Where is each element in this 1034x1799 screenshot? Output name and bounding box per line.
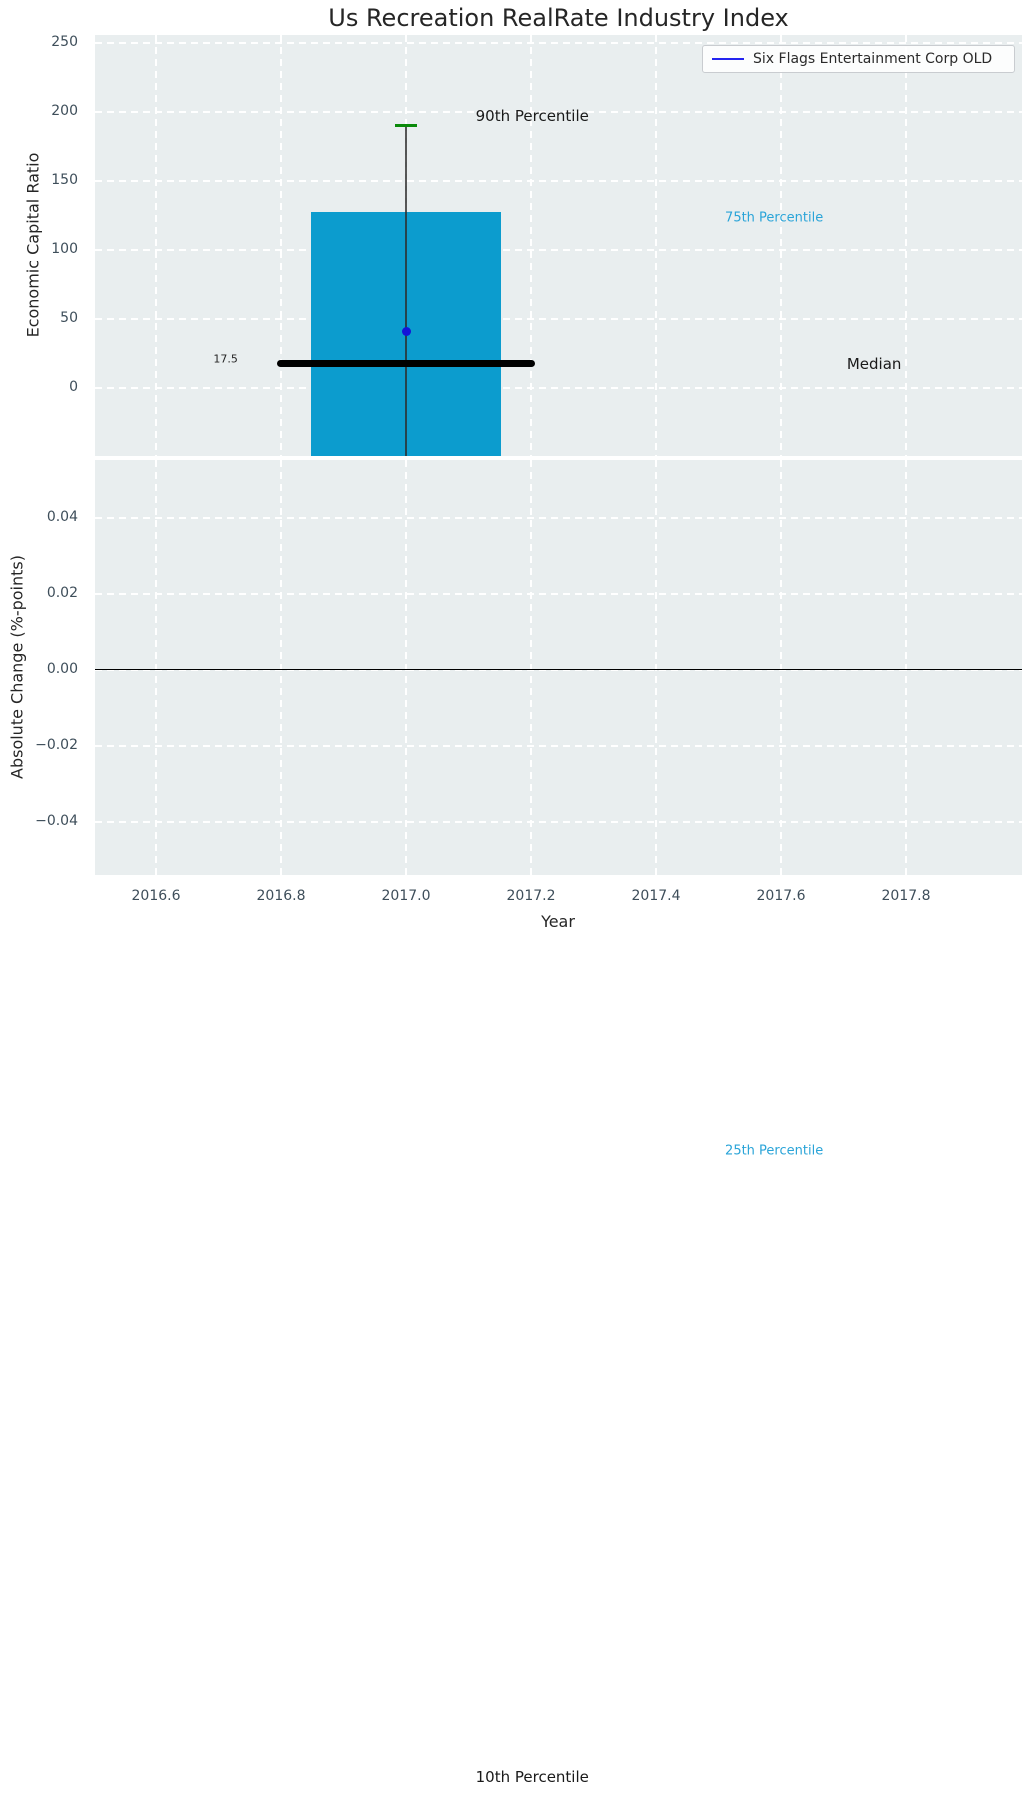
gridline-v [655, 460, 657, 875]
zero-line [95, 668, 1022, 671]
annotation-10th-percentile: 10th Percentile [475, 1767, 589, 1786]
top-axes [95, 35, 1022, 456]
annotation-75th-percentile: 75th Percentile [725, 210, 824, 226]
gridline-h [95, 592, 1022, 595]
gridline-h [95, 179, 1022, 182]
y-tick-label: 100 [51, 240, 78, 257]
gridline-v [280, 35, 282, 456]
y-tick-label: 50 [60, 309, 78, 326]
gridline-v [530, 35, 532, 456]
chart-title: Us Recreation RealRate Industry Index [328, 4, 789, 32]
gridline-v [655, 35, 657, 456]
gridline-v [155, 35, 157, 456]
whisker-cap-90th-icon [395, 123, 417, 127]
gridline-v [905, 35, 907, 456]
gridline-v [530, 460, 532, 875]
whisker-line [405, 125, 407, 456]
x-tick-label: 2017.0 [381, 888, 431, 904]
y-tick-label: 0 [69, 378, 78, 395]
x-tick-label: 2017.8 [881, 888, 931, 904]
bottom-y-axis-label: Absolute Change (%-points) [7, 555, 27, 779]
y-tick-label: 250 [51, 33, 78, 50]
y-tick-label: −0.04 [35, 812, 78, 829]
y-tick-label: 0.04 [46, 508, 78, 525]
legend-label: Six Flags Entertainment Corp OLD [753, 51, 993, 67]
gridline-v [405, 460, 407, 875]
legend-line-sample [712, 58, 744, 60]
gridline-h [95, 386, 1022, 389]
x-tick-label: 2016.6 [131, 888, 181, 904]
y-tick-label: 0.02 [46, 584, 78, 601]
gridline-h [95, 820, 1022, 823]
x-tick-label: 2017.2 [506, 888, 556, 904]
y-tick-label: 150 [51, 171, 78, 188]
gridline-v [780, 35, 782, 456]
annotation-90th-percentile: 90th Percentile [475, 106, 589, 125]
median-line [276, 359, 536, 367]
y-tick-label: −0.02 [35, 736, 78, 753]
x-tick-label: 2017.4 [631, 888, 681, 904]
top-y-axis-label: Economic Capital Ratio [23, 152, 43, 338]
gridline-h [95, 41, 1022, 44]
x-axis-label: Year [541, 912, 575, 931]
company-marker-dot [401, 326, 411, 336]
gridline-v [780, 460, 782, 875]
annotation-median: Median [846, 355, 902, 374]
annotation-17-5: 17.5 [213, 352, 238, 366]
gridline-h [95, 248, 1022, 251]
bottom-axes [95, 460, 1022, 875]
gridline-h [95, 317, 1022, 320]
gridline-v [155, 460, 157, 875]
gridline-h [95, 744, 1022, 747]
y-tick-label: 0.00 [46, 660, 78, 677]
annotation-25th-percentile: 25th Percentile [725, 1143, 824, 1159]
gridline-h [95, 110, 1022, 113]
gridline-v [905, 460, 907, 875]
x-tick-label: 2017.6 [756, 888, 806, 904]
gridline-v [280, 460, 282, 875]
gridline-h [95, 516, 1022, 519]
legend: Six Flags Entertainment Corp OLD [702, 45, 1015, 73]
x-tick-label: 2016.8 [256, 888, 306, 904]
y-tick-label: 200 [51, 102, 78, 119]
